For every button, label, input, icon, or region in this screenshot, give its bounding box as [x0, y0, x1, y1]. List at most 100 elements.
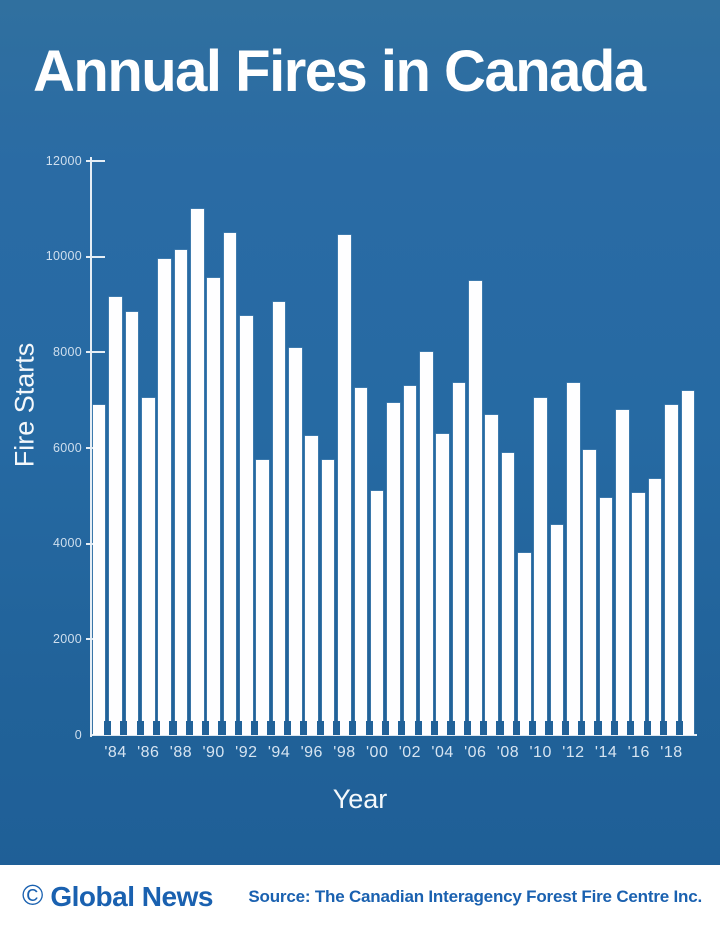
y-tick-label: 0 [74, 727, 82, 742]
bar-2014 [599, 498, 613, 735]
x-tick-mark [153, 721, 161, 735]
bar-2009 [518, 553, 531, 735]
x-tick-mark [267, 721, 275, 735]
bar-2006 [468, 280, 482, 735]
bar-1989 [191, 208, 204, 735]
footer-bar: © Global News Source: The Canadian Inter… [0, 865, 720, 932]
bar-1993 [256, 459, 269, 735]
x-tick-label: '12 [562, 744, 585, 761]
x-tick-mark [398, 721, 406, 735]
x-axis-title: Year [332, 784, 388, 814]
x-tick-label: '84 [104, 744, 127, 761]
x-tick-mark [659, 721, 668, 735]
bar-2003 [419, 352, 433, 735]
x-tick-mark [430, 721, 439, 735]
logo-text: Global News [50, 880, 213, 912]
bar-1996 [305, 436, 319, 735]
x-tick-mark [185, 721, 193, 735]
bar-1983 [92, 404, 106, 735]
bar-2011 [550, 524, 564, 735]
x-tick-label: '90 [202, 744, 225, 761]
bar-2018 [665, 404, 678, 735]
x-tick-mark [529, 721, 537, 735]
x-tick-mark [103, 721, 112, 735]
x-tick-mark [643, 721, 651, 735]
x-tick-mark [676, 721, 684, 735]
x-tick-mark [349, 721, 357, 735]
x-tick-label: '98 [333, 744, 356, 761]
bar-2016 [632, 493, 646, 735]
x-tick-mark [251, 721, 259, 735]
x-tick-mark [300, 721, 308, 735]
x-tick-label: '06 [464, 744, 487, 761]
y-tick-mark [86, 160, 105, 162]
bar-chart-plot-area: 0 2000 4000 6000 8000 10000 12000 '84 '86 '88 '90 '… [46, 154, 697, 761]
bar-1999 [354, 388, 368, 735]
bar-1998 [338, 235, 351, 735]
x-tick-label: '02 [398, 744, 422, 761]
x-tick-label: '88 [169, 744, 193, 761]
bar-1990 [207, 278, 220, 735]
x-tick-mark [561, 721, 569, 735]
x-tick-mark [463, 721, 471, 735]
x-tick-mark [169, 721, 177, 735]
x-tick-label: '18 [660, 744, 683, 761]
y-tick-label: 12000 [45, 153, 82, 168]
y-tick-label: 2000 [52, 631, 82, 646]
x-tick-mark [365, 721, 373, 735]
y-tick-mark [86, 351, 105, 354]
x-tick-mark [627, 721, 635, 735]
bar-2007 [485, 414, 498, 735]
bar-1995 [289, 347, 302, 735]
bar-1985 [125, 311, 139, 735]
x-tick-label: '94 [267, 744, 291, 761]
x-tick-label: '00 [365, 744, 389, 761]
bar-2001 [387, 402, 400, 735]
bar-2005 [452, 383, 466, 735]
x-tick-mark [594, 721, 602, 735]
bar-2015 [616, 409, 629, 735]
bar-2002 [403, 385, 417, 735]
y-tick-mark [86, 255, 105, 258]
x-tick-mark [202, 721, 210, 735]
bar-2000 [370, 491, 384, 735]
x-tick-label: '08 [496, 744, 520, 761]
bar-2013 [583, 450, 597, 735]
source-attribution: Source: The Canadian Interagency Forest … [248, 886, 702, 906]
x-tick-label: '10 [529, 744, 552, 761]
bar-1997 [321, 459, 335, 735]
x-tick-mark [120, 721, 128, 735]
copyright-circle-icon: © [22, 880, 44, 912]
bar-2019 [681, 390, 695, 735]
x-tick-mark [496, 721, 504, 735]
y-tick-label: 6000 [52, 440, 82, 455]
bar-2010 [534, 397, 547, 735]
y-tick-label: 10000 [45, 249, 82, 264]
bar-1991 [223, 232, 237, 735]
x-tick-label: '04 [431, 744, 454, 761]
bar-2012 [567, 383, 580, 735]
bar-1987 [158, 259, 171, 735]
x-tick-mark [381, 721, 390, 735]
x-tick-label: '14 [594, 744, 618, 761]
x-tick-label: '96 [300, 744, 323, 761]
x-tick-label: '92 [235, 744, 258, 761]
x-tick-mark [316, 721, 324, 735]
global-news-logo: © Global News [22, 881, 213, 913]
bar-1984 [109, 297, 122, 735]
x-tick-mark [480, 721, 488, 735]
x-tick-mark [610, 721, 619, 735]
bar-1992 [240, 316, 253, 735]
x-tick-mark [218, 721, 226, 735]
y-tick-label: 4000 [52, 536, 82, 551]
y-tick-label: 8000 [52, 344, 82, 359]
chart-title: Annual Fires in Canada [33, 39, 646, 104]
x-tick-mark [545, 721, 553, 735]
bar-2008 [501, 452, 515, 735]
x-tick-mark [234, 721, 242, 735]
x-tick-mark [332, 721, 341, 735]
x-tick-mark [512, 721, 520, 735]
x-tick-mark [283, 721, 291, 735]
bar-1994 [272, 302, 286, 735]
